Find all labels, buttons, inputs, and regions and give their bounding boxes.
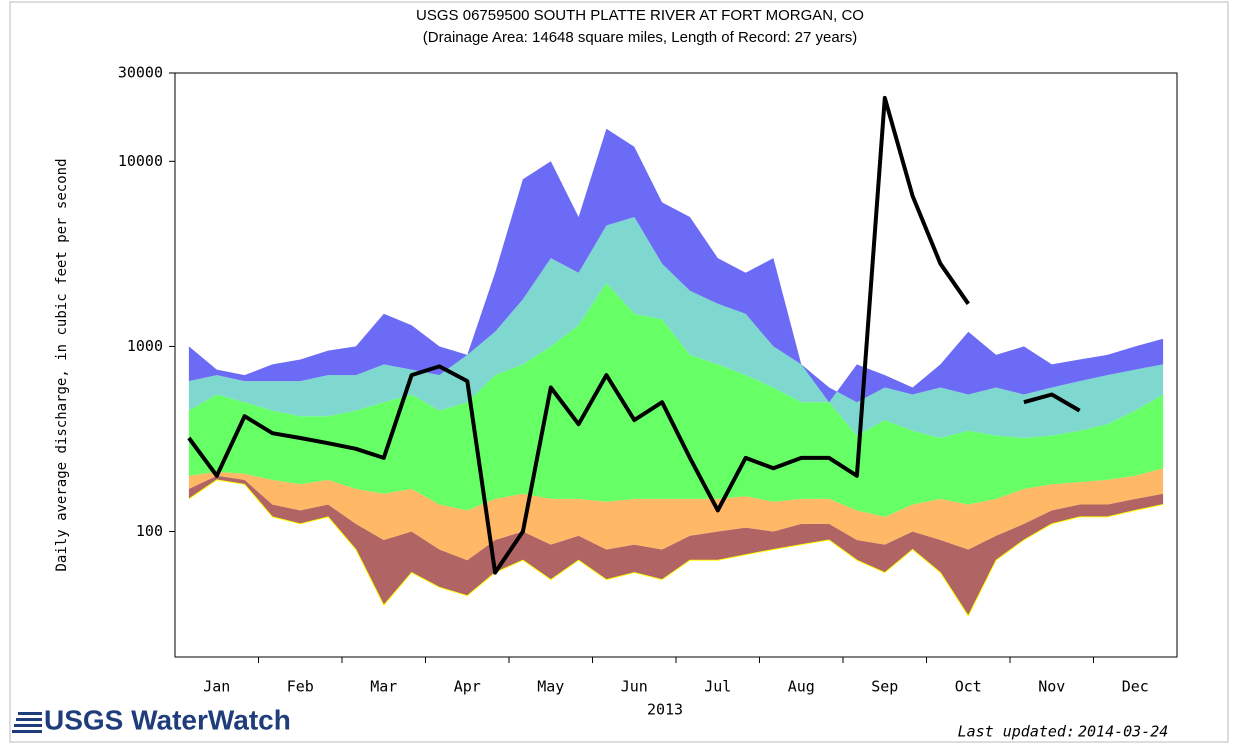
y-tick-label: 1000 (127, 337, 163, 355)
chart-subtitle: (Drainage Area: 14648 square miles, Leng… (423, 29, 857, 46)
x-tick-label: Apr (454, 678, 481, 696)
x-tick-label: Jan (203, 678, 230, 696)
y-tick-label: 100 (136, 522, 163, 540)
y-tick-label: 10000 (118, 152, 163, 170)
x-tick-label: Oct (955, 678, 982, 696)
x-tick-label: Jun (621, 678, 648, 696)
updated-date: 2014-03-24 (1078, 723, 1168, 741)
x-tick-label: Dec (1122, 678, 1149, 696)
frame (9, 1, 1229, 743)
lower-line (188, 479, 1164, 617)
x-axis-label: 2013 (647, 701, 683, 719)
band-area (188, 468, 1164, 561)
x-tick-label: Aug (788, 678, 815, 696)
band-area (188, 128, 1164, 403)
flow-line (187, 95, 1081, 575)
x-tick-label: Jul (704, 678, 731, 696)
x-tick-label: Mar (370, 678, 397, 696)
x-tick-label: May (537, 678, 564, 696)
chart-title: USGS 06759500 SOUTH PLATTE RIVER AT FORT… (416, 7, 864, 24)
band-area (188, 217, 1164, 438)
updated-label: Last updated: (958, 723, 1075, 741)
y-axis-label: Daily average discharge, in cubic feet p… (54, 158, 70, 571)
logo-text: USGS WaterWatch (44, 704, 291, 735)
logo: USGS WaterWatch (12, 704, 291, 735)
band-area (188, 475, 1164, 616)
x-tick-label: Feb (287, 678, 314, 696)
x-tick-label: Sep (871, 678, 898, 696)
y-tick-label: 30000 (118, 64, 163, 82)
band-area (188, 283, 1164, 517)
x-tick-label: Nov (1038, 678, 1065, 696)
logo-mark (12, 712, 42, 733)
